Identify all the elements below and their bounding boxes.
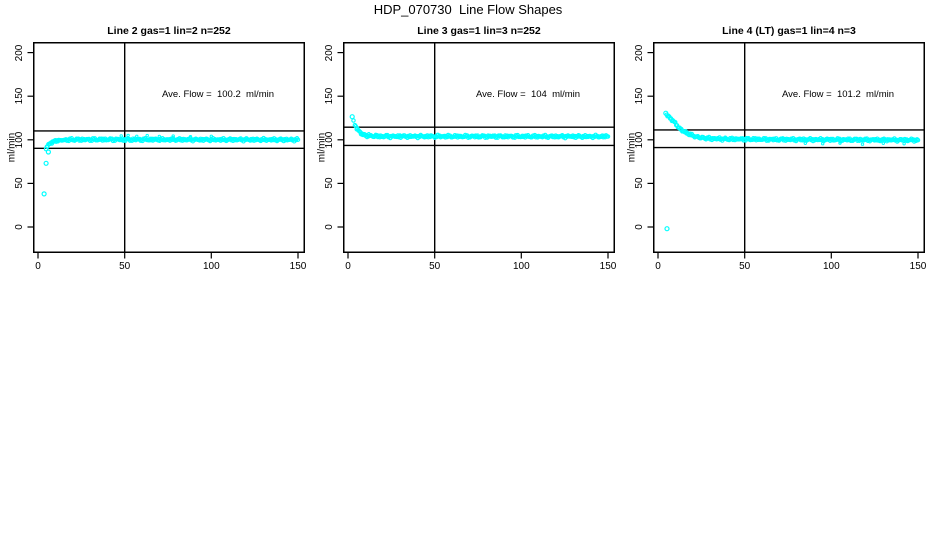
data-point (915, 137, 921, 143)
ave-flow-annotation: Ave. Flow = 101.2 ml/min (781, 89, 895, 100)
scatter-point (821, 142, 825, 146)
outlier-point (41, 191, 47, 197)
outlier-point (43, 160, 49, 166)
x-tick-label: 50 (739, 261, 751, 272)
y-tick-label: 0 (634, 224, 645, 230)
x-tick-label: 0 (345, 261, 351, 272)
scatter-plot (647, 42, 925, 259)
y-tick-label: 150 (324, 87, 335, 105)
plot-border (343, 42, 615, 253)
scatter-point (860, 142, 865, 146)
outlier-point (664, 226, 670, 232)
x-tick-label: 50 (119, 261, 131, 272)
data-point (605, 134, 611, 139)
y-axis-label: ml/min (626, 132, 638, 163)
y-tick-label: 150 (14, 87, 25, 105)
scatter-point (803, 141, 808, 146)
plot-border (33, 42, 305, 253)
x-tick-label: 100 (202, 261, 220, 272)
scatter-point (838, 141, 842, 145)
y-tick-label: 200 (324, 44, 335, 61)
ave-flow-annotation: Ave. Flow = 100.2 ml/min (161, 89, 275, 100)
scatter-point (135, 134, 139, 139)
x-tick-label: 0 (655, 261, 661, 272)
x-tick-label: 150 (599, 261, 617, 272)
scatter-point (374, 132, 378, 137)
outlier-point (45, 149, 51, 155)
scatter-plot (27, 42, 305, 259)
scatter-point (145, 133, 149, 138)
scatter-point (119, 134, 123, 138)
x-tick-label: 50 (429, 261, 441, 272)
x-tick-label: 100 (512, 261, 530, 272)
data-point (295, 137, 301, 142)
scatter-plot (337, 42, 615, 259)
panel-title: Line 4 (LT) gas=1 lin=4 n=3 (722, 25, 856, 37)
outlier-point (349, 114, 355, 120)
scatter-point (171, 134, 175, 138)
scatter-point (367, 132, 371, 136)
scatter-point (157, 134, 162, 139)
scatter-point (126, 133, 130, 138)
panel-line-3: Line 3 gas=1 lin=3 n=252 Ave. Flow = 104… (317, 25, 617, 272)
scatter-point (188, 135, 193, 139)
scatter-point (384, 132, 388, 137)
panel-title: Line 3 gas=1 lin=3 n=252 (417, 25, 541, 37)
y-tick-label: 200 (634, 44, 645, 61)
x-tick-label: 100 (822, 261, 840, 272)
data-point (351, 118, 356, 123)
panel-title: Line 2 gas=1 lin=2 n=252 (107, 25, 231, 37)
y-axis-label: ml/min (316, 132, 328, 163)
scatter-point (209, 134, 214, 139)
panel-line-4: Line 4 (LT) gas=1 lin=4 n=3 Ave. Flow = … (627, 25, 927, 272)
panel-line-2: Line 2 gas=1 lin=2 n=252 Ave. Flow = 100… (7, 25, 307, 272)
outlier-point (663, 110, 669, 116)
scatter-point (881, 141, 886, 146)
x-tick-label: 150 (909, 261, 927, 272)
page-title: HDP_070730 Line Flow Shapes (373, 2, 563, 17)
scatter-point (902, 142, 906, 146)
y-tick-label: 200 (14, 44, 25, 61)
scatter-point (398, 133, 402, 137)
x-tick-label: 150 (289, 261, 307, 272)
plot-border (653, 42, 925, 253)
x-tick-label: 0 (35, 261, 41, 272)
y-axis-label: ml/min (6, 132, 18, 163)
y-tick-label: 0 (324, 224, 335, 230)
y-tick-label: 0 (14, 224, 25, 230)
ave-flow-annotation: Ave. Flow = 104 ml/min (475, 89, 581, 100)
y-tick-label: 150 (634, 87, 645, 105)
